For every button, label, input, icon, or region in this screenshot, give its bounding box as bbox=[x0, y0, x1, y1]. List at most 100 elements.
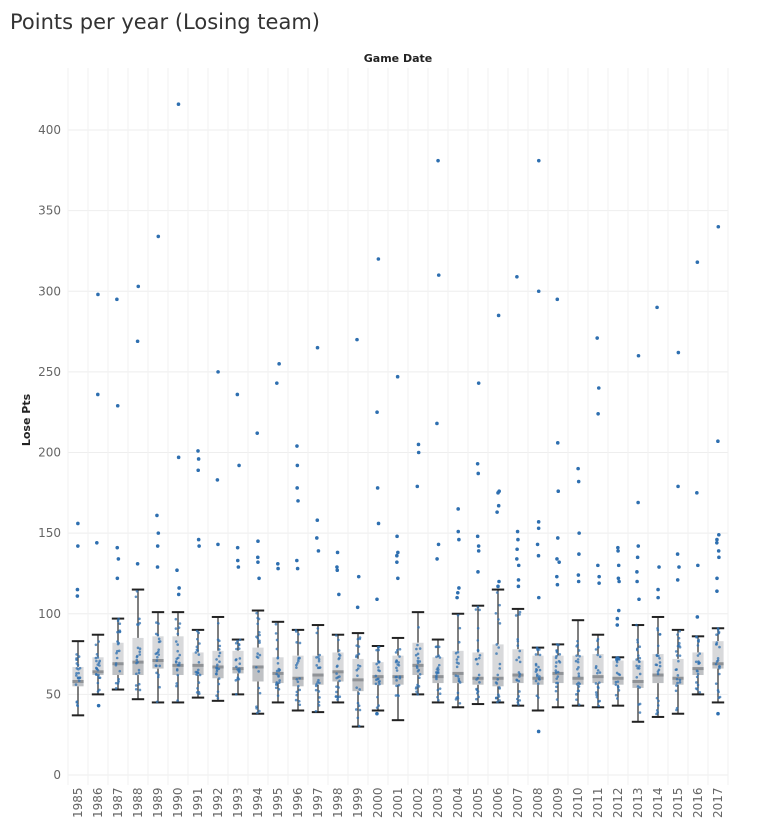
outlier-point bbox=[515, 557, 519, 561]
data-point bbox=[674, 689, 678, 693]
data-point bbox=[478, 680, 481, 684]
data-point bbox=[636, 640, 639, 644]
data-point bbox=[198, 642, 201, 645]
data-point bbox=[534, 679, 538, 683]
data-point bbox=[138, 650, 142, 654]
data-point bbox=[417, 626, 420, 629]
data-point bbox=[197, 660, 201, 664]
data-point bbox=[478, 653, 482, 657]
data-point bbox=[576, 639, 579, 643]
data-point bbox=[495, 591, 499, 594]
data-point bbox=[534, 653, 538, 656]
data-point bbox=[416, 656, 420, 660]
data-point bbox=[75, 657, 78, 660]
data-point bbox=[98, 659, 102, 663]
data-point bbox=[96, 681, 100, 685]
outlier-point bbox=[156, 531, 161, 535]
data-point bbox=[377, 645, 381, 649]
data-point bbox=[418, 676, 421, 680]
outlier-point bbox=[555, 582, 560, 587]
data-point bbox=[155, 659, 159, 662]
data-point bbox=[657, 668, 661, 672]
outlier-point bbox=[576, 479, 581, 484]
data-point bbox=[258, 641, 261, 644]
data-point bbox=[117, 680, 120, 683]
data-point bbox=[195, 670, 199, 674]
outlier-point bbox=[536, 158, 541, 163]
data-point bbox=[196, 637, 199, 641]
data-point bbox=[594, 691, 598, 694]
data-point bbox=[617, 657, 621, 661]
outlier-point bbox=[196, 537, 201, 542]
data-point bbox=[556, 675, 560, 678]
outlier-point bbox=[577, 552, 581, 556]
y-tick-label-400: 400 bbox=[38, 123, 61, 137]
data-point bbox=[355, 654, 358, 657]
data-point bbox=[716, 689, 720, 692]
data-point bbox=[517, 703, 520, 706]
data-point bbox=[558, 653, 562, 656]
upper-box bbox=[192, 652, 204, 666]
data-point bbox=[298, 641, 302, 645]
data-point bbox=[375, 662, 378, 666]
data-point bbox=[534, 662, 538, 666]
data-point bbox=[415, 666, 419, 670]
data-point bbox=[678, 678, 682, 682]
data-point bbox=[256, 656, 260, 659]
data-point bbox=[75, 662, 79, 665]
data-point bbox=[157, 650, 160, 654]
data-point bbox=[476, 676, 480, 680]
outlier-point bbox=[677, 565, 681, 569]
data-point bbox=[215, 658, 218, 661]
outlier-point bbox=[337, 592, 341, 597]
outlier-point bbox=[656, 587, 660, 592]
outlier-point bbox=[455, 590, 460, 595]
data-point bbox=[317, 700, 321, 704]
data-point bbox=[94, 666, 98, 670]
y-axis-title: Lose Pts bbox=[20, 393, 33, 446]
data-point bbox=[377, 704, 380, 707]
data-point bbox=[358, 708, 362, 712]
data-point bbox=[335, 672, 338, 675]
data-point bbox=[255, 707, 258, 710]
data-point bbox=[698, 652, 701, 655]
data-point bbox=[698, 690, 702, 694]
lower-box bbox=[132, 662, 144, 676]
x-tick-label-2008: 2008 bbox=[531, 787, 545, 818]
data-point bbox=[576, 689, 580, 693]
outlier-point bbox=[536, 553, 541, 558]
box-1988 bbox=[131, 588, 145, 701]
data-point bbox=[357, 645, 361, 648]
upper-box bbox=[592, 654, 604, 677]
data-point bbox=[274, 632, 278, 635]
data-point bbox=[356, 667, 360, 670]
lower-box bbox=[112, 663, 124, 676]
outlier-point bbox=[396, 550, 400, 555]
data-point bbox=[598, 699, 602, 703]
data-point bbox=[234, 679, 238, 682]
data-point bbox=[197, 690, 201, 694]
data-point bbox=[138, 647, 142, 651]
data-point bbox=[174, 661, 178, 664]
outlier-point bbox=[716, 711, 720, 716]
data-point bbox=[535, 674, 539, 678]
data-point bbox=[658, 633, 662, 636]
lower-box bbox=[432, 676, 444, 684]
data-point bbox=[457, 677, 461, 681]
data-point bbox=[375, 648, 378, 652]
x-tick-label-1994: 1994 bbox=[251, 787, 265, 818]
data-point bbox=[157, 648, 161, 651]
data-point bbox=[234, 641, 238, 645]
data-point bbox=[356, 716, 360, 720]
outlier-point bbox=[395, 553, 399, 558]
data-point bbox=[335, 685, 338, 688]
data-point bbox=[196, 668, 200, 672]
data-point bbox=[594, 666, 598, 670]
data-point bbox=[575, 698, 578, 701]
data-point bbox=[675, 684, 678, 687]
data-point bbox=[476, 662, 479, 666]
data-point bbox=[237, 647, 241, 650]
outlier-point bbox=[676, 484, 680, 489]
data-point bbox=[677, 659, 680, 663]
lower-box bbox=[712, 663, 724, 669]
